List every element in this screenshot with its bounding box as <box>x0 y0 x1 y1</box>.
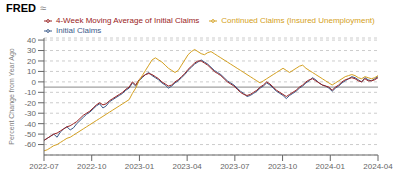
svg-text:2023-04: 2023-04 <box>172 162 202 171</box>
svg-text:2023-10: 2023-10 <box>268 162 298 171</box>
svg-text:-10: -10 <box>24 88 36 97</box>
svg-text:-30: -30 <box>24 109 36 118</box>
svg-text:-40: -40 <box>24 120 36 129</box>
html-text:Continued Claims (Insured Unem: Continued Claims (Insured Unemployment) <box>221 16 375 25</box>
svg-text:2024-04: 2024-04 <box>363 162 393 171</box>
svg-text:30: 30 <box>27 46 36 55</box>
svg-text:2022-07: 2022-07 <box>29 162 59 171</box>
svg-text:-20: -20 <box>24 99 36 108</box>
svg-text:Percent Change from Year Ago: Percent Change from Year Ago <box>8 48 16 145</box>
html-text:Initial Claims: Initial Claims <box>56 26 102 35</box>
svg-text:2024-01: 2024-01 <box>316 162 346 171</box>
svg-text:-50: -50 <box>24 130 36 139</box>
svg-text:-60: -60 <box>24 140 36 149</box>
svg-text:0: 0 <box>32 78 37 87</box>
svg-text:10: 10 <box>27 67 36 76</box>
svg-text:20: 20 <box>27 57 36 66</box>
html-text:FRED ≈: FRED ≈ <box>6 2 46 14</box>
html-text:4-Week Moving Average of Initi: 4-Week Moving Average of Initial Claims <box>56 16 200 25</box>
svg-text:2022-10: 2022-10 <box>77 162 107 171</box>
svg-text:2023-07: 2023-07 <box>220 162 250 171</box>
svg-text:40: 40 <box>27 36 36 45</box>
svg-text:2023-01: 2023-01 <box>125 162 155 171</box>
